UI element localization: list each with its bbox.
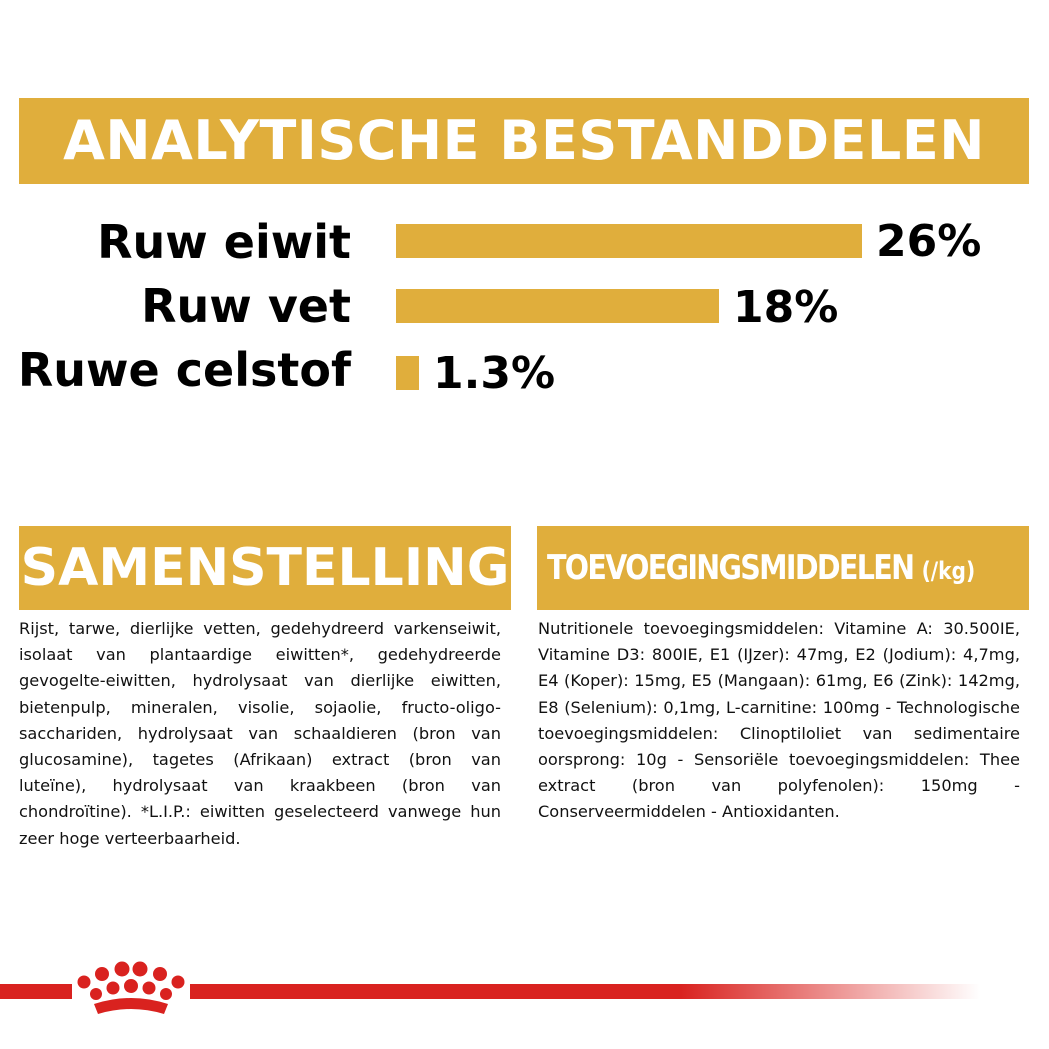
bar-fiber [396, 356, 419, 390]
row-label-fiber: Ruwe celstof [17, 343, 351, 397]
analysis-title: ANALYTISCHE BESTANDDELEN [63, 109, 985, 172]
additives-title: TOEVOEGINGSMIDDELEN [547, 548, 915, 588]
bar-value-fiber: 1.3% [433, 348, 556, 399]
footer-red-line-right [190, 984, 980, 999]
bar-value-protein: 26% [876, 216, 982, 267]
additives-title-wrap: TOEVOEGINGSMIDDELEN (/kg) [547, 546, 975, 593]
bar-protein [396, 224, 862, 258]
row-label-fat: Ruw vet [141, 279, 351, 333]
additives-text: Nutritionele toevoegingsmiddelen: Vitami… [538, 619, 1020, 822]
bar-value-fat: 18% [733, 282, 839, 333]
bar-fat [396, 289, 719, 323]
row-label-protein: Ruw eiwit [97, 215, 351, 269]
analysis-banner: ANALYTISCHE BESTANDDELEN [19, 98, 1029, 184]
composition-title: SAMENSTELLING [20, 538, 510, 598]
composition-banner: SAMENSTELLING [19, 526, 511, 610]
additives-unit: (/kg) [921, 557, 976, 585]
composition-text: Rijst, tarwe, dierlijke vetten, gedehydr… [19, 619, 501, 848]
footer-red-line-left [0, 984, 72, 999]
additives-banner: TOEVOEGINGSMIDDELEN (/kg) [537, 526, 1029, 610]
crown-icon [77, 961, 185, 1014]
